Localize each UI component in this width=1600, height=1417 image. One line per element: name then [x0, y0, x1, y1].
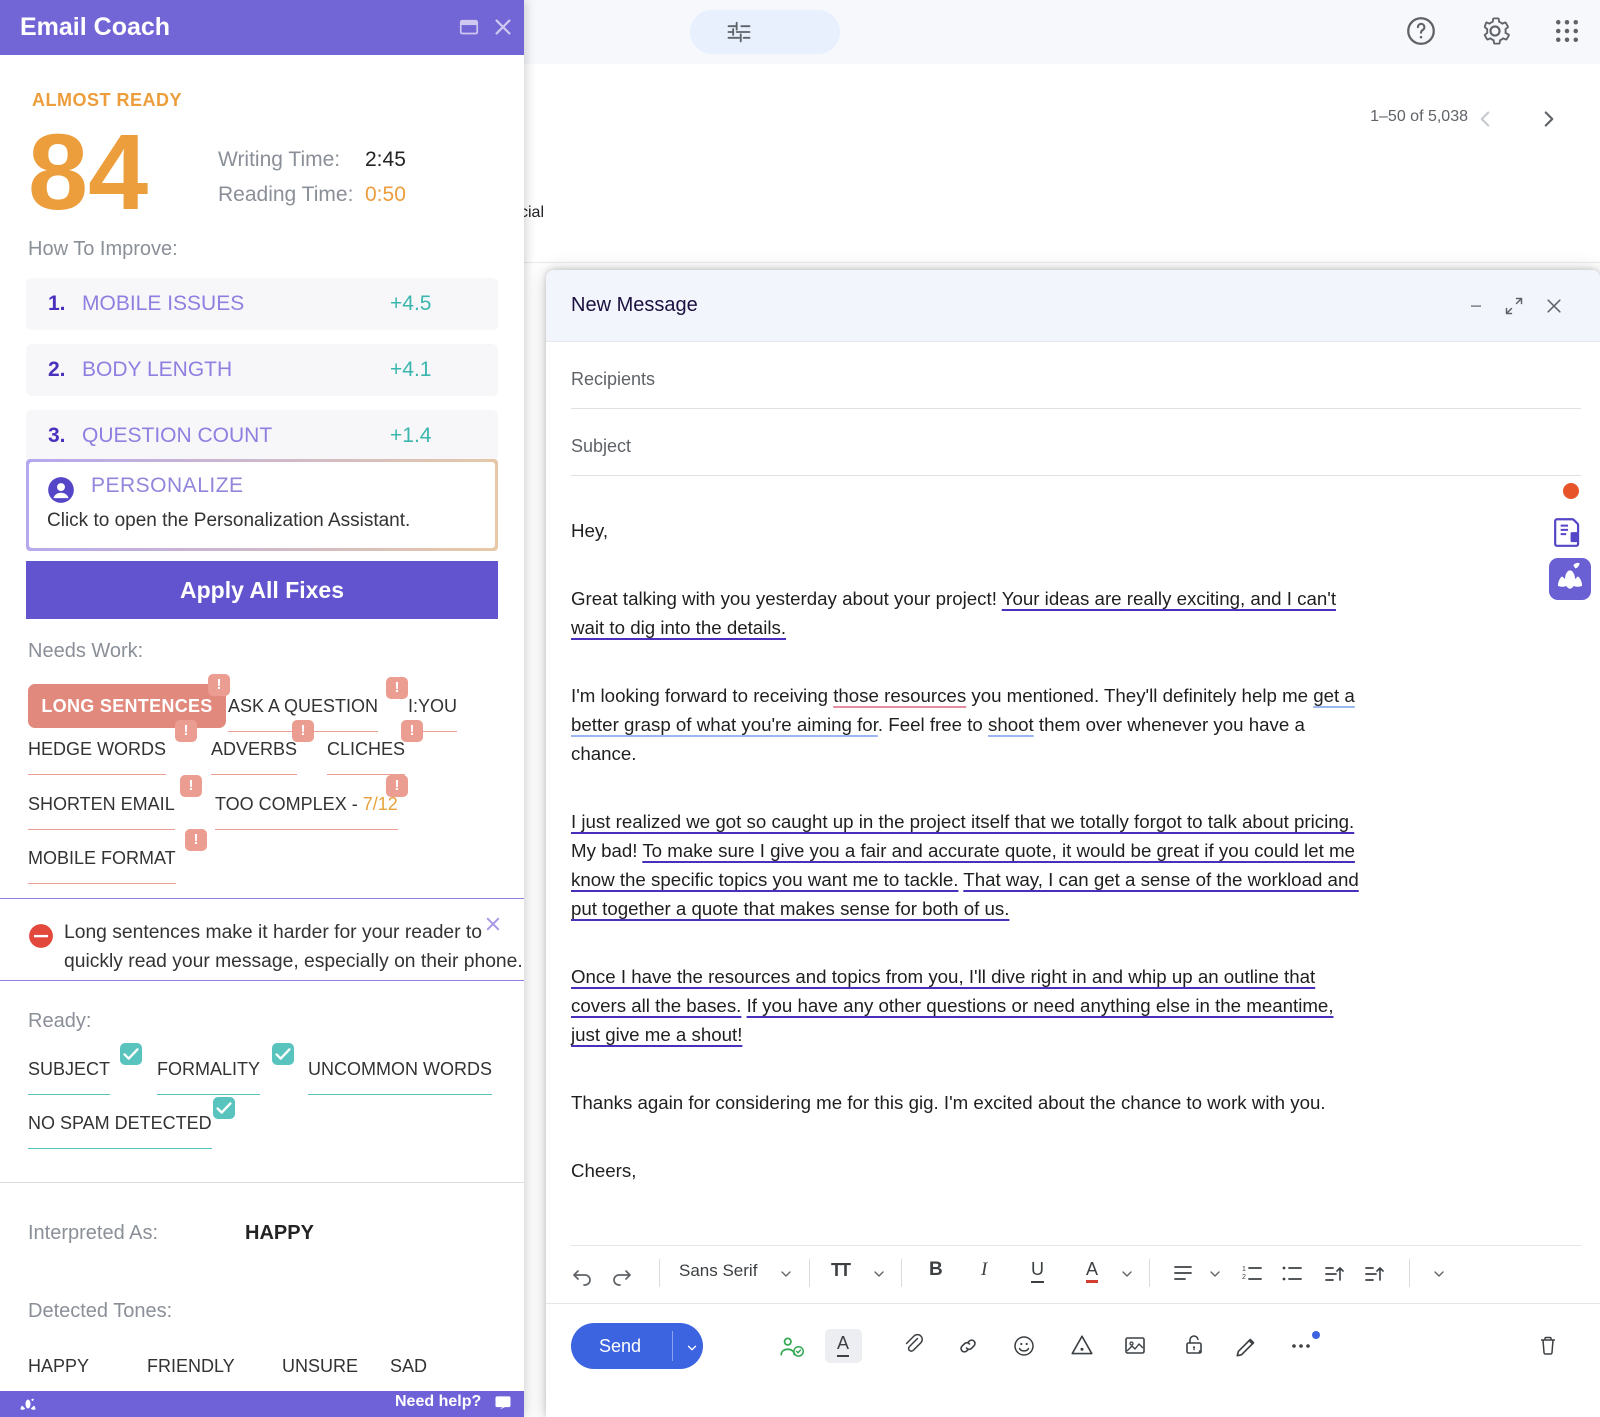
svg-text:1: 1	[1242, 1266, 1246, 1273]
svg-text:2: 2	[1242, 1274, 1246, 1281]
